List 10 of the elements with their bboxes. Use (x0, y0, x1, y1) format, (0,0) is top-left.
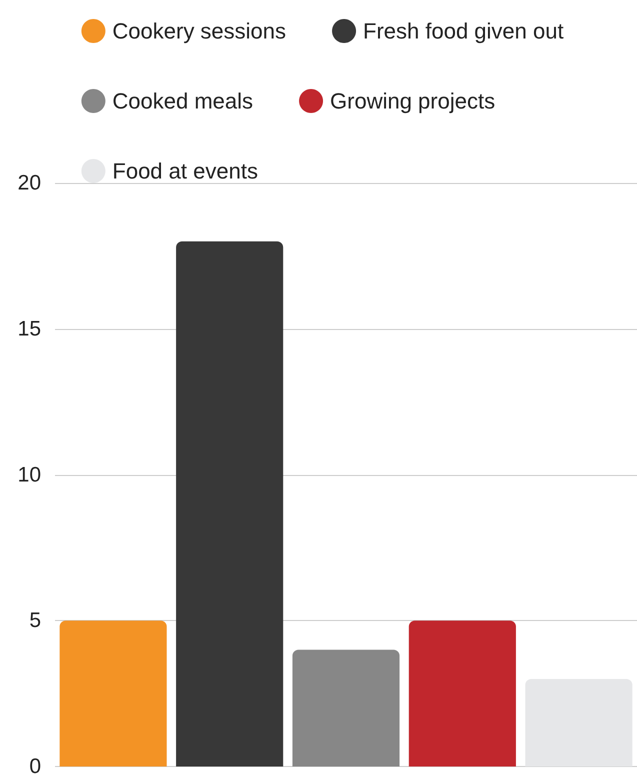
legend-label: Food at events (112, 158, 258, 184)
y-tick-label: 20 (18, 172, 41, 194)
legend-label: Cookery sessions (112, 18, 286, 44)
legend-label: Fresh food given out (363, 18, 564, 44)
legend-label: Cooked meals (112, 88, 254, 114)
y-tick-label: 15 (18, 317, 41, 340)
y-tick-label: 10 (18, 463, 41, 486)
legend-label: Growing projects (330, 88, 496, 114)
y-tick-label: 5 (29, 609, 41, 632)
y-tick-label: 0 (29, 755, 41, 777)
